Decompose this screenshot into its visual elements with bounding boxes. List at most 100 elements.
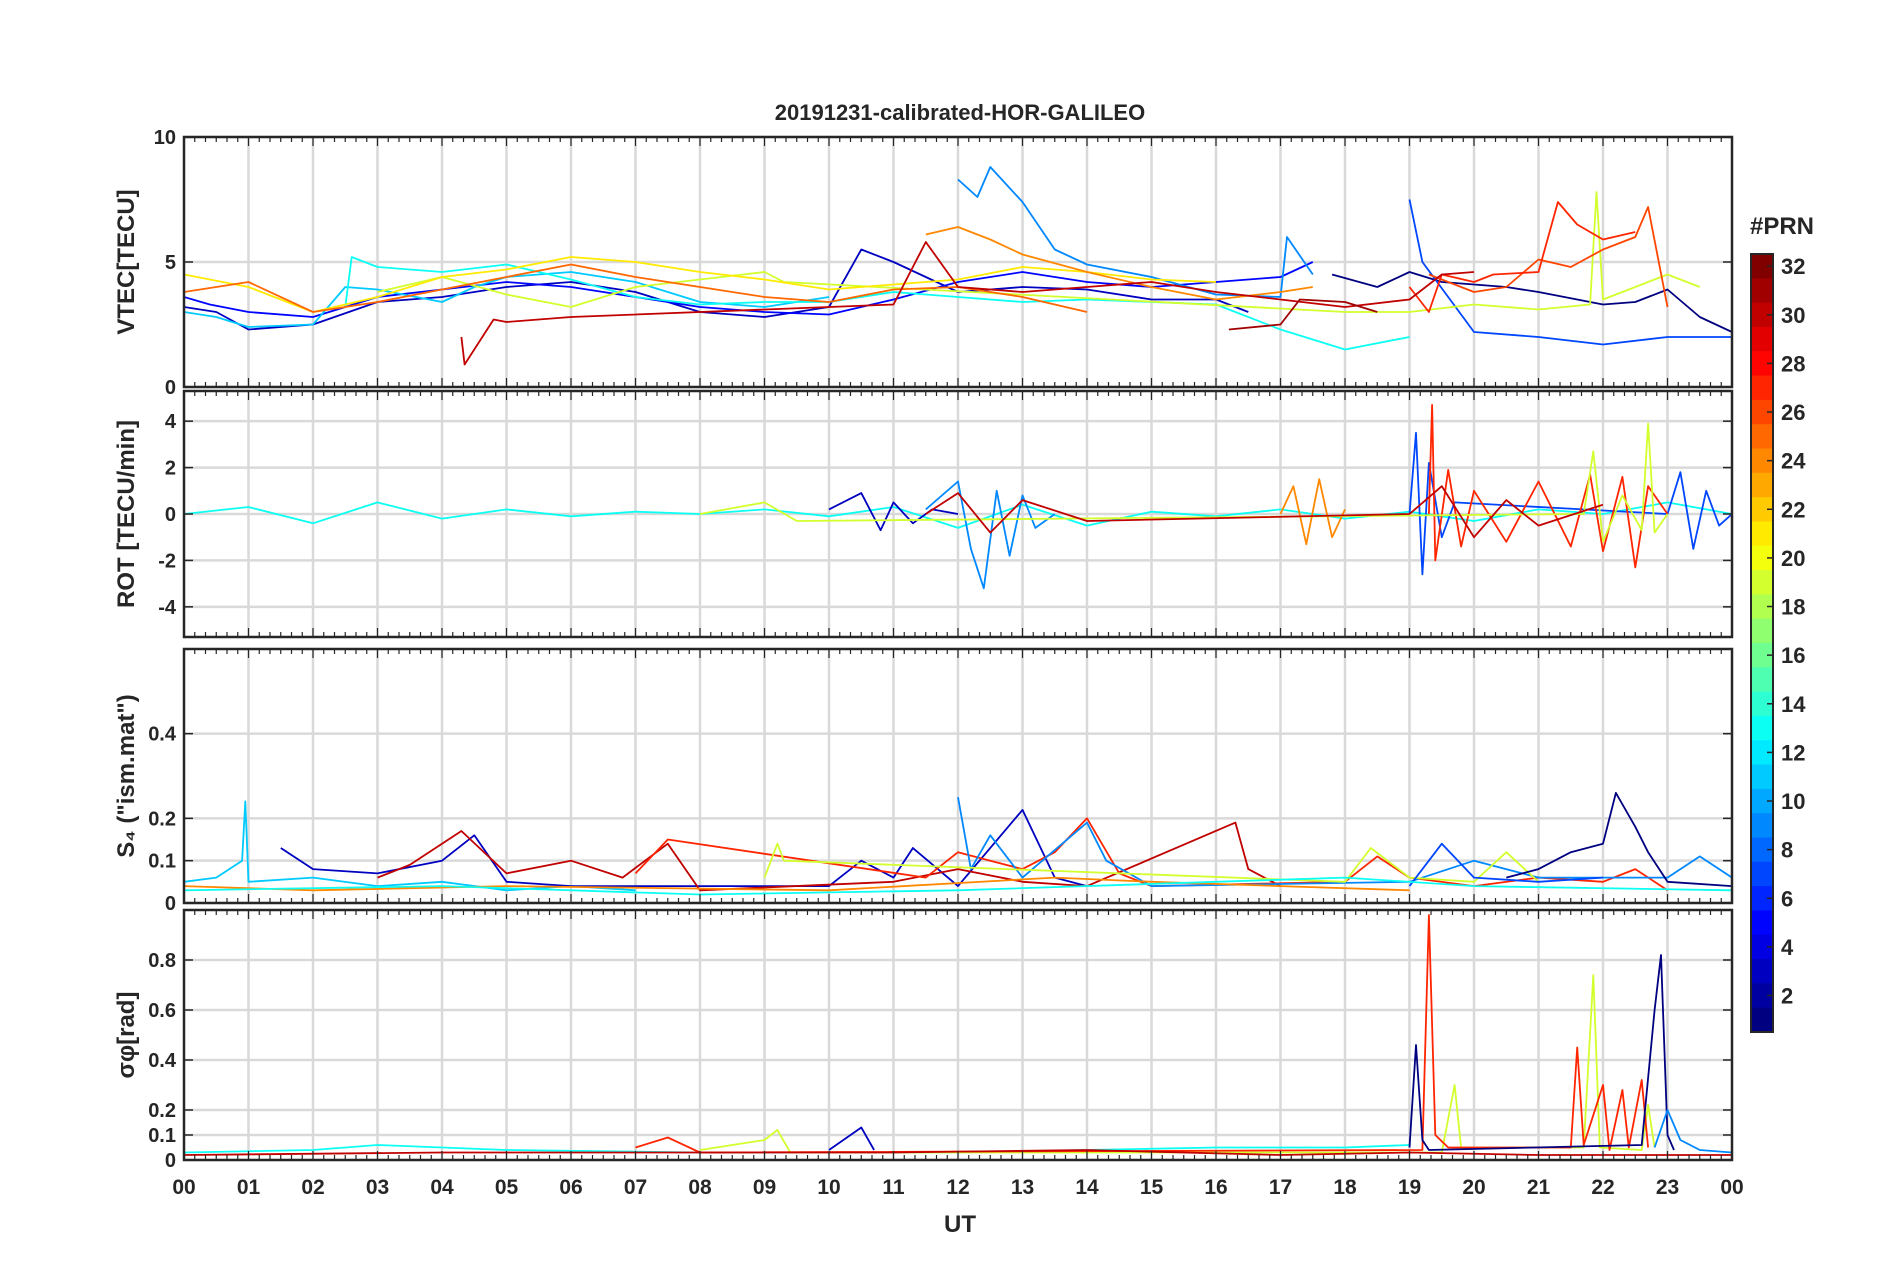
colorbar-segment	[1751, 375, 1773, 401]
colorbar-segment	[1751, 254, 1773, 279]
y-tick-label: 0	[165, 1150, 176, 1172]
y-tick-label: -2	[158, 550, 176, 572]
panel-sigma: 0 0.1 0.2 0.4 0.6 0.8 σφ[rad]	[113, 908, 1734, 1172]
y-tick-label: 0.1	[148, 851, 176, 873]
series-line-prn-19	[699, 422, 1669, 543]
colorbar-tick-label: 10	[1781, 789, 1805, 814]
series-line-prn-30	[460, 241, 1475, 366]
colorbar-segment	[1751, 497, 1773, 523]
colorbar-tick-label: 14	[1781, 692, 1806, 717]
colorbar-segment	[1751, 326, 1773, 352]
series-line-prn-30	[925, 485, 1604, 539]
series-line-prn-9	[1653, 1109, 1732, 1154]
colorbar-tick-label: 30	[1781, 303, 1805, 328]
axes-frame	[182, 647, 1734, 905]
x-tick-label: 04	[430, 1176, 454, 1199]
series-line-prn-27	[1428, 403, 1669, 569]
colorbar-tick-label: 28	[1781, 351, 1805, 376]
x-tick-label: 16	[1204, 1176, 1227, 1199]
x-tick-label: 14	[1075, 1176, 1099, 1199]
x-tick-label: 05	[495, 1176, 519, 1199]
colorbar-segment	[1751, 351, 1773, 377]
colorbar-tick-label: 26	[1781, 400, 1805, 425]
y-tick-label: 10	[154, 127, 176, 149]
y-tick-label: 0.2	[148, 1100, 176, 1122]
x-tick-label: 17	[1269, 1176, 1292, 1199]
series-line-prn-26	[1428, 206, 1669, 308]
series-line-prn-30	[184, 1149, 1732, 1156]
x-tick-label: 19	[1398, 1176, 1421, 1199]
x-tick-label: 00	[1720, 1176, 1743, 1199]
y-tick-label: 0.6	[148, 1000, 176, 1022]
colorbar-segment	[1751, 643, 1773, 668]
colorbar-segment	[1751, 788, 1773, 814]
series-line-prn-24	[184, 876, 1410, 892]
series-line-prn-1	[1408, 954, 1675, 1151]
axes-frame	[182, 908, 1734, 1162]
series-line-prn-24	[925, 226, 1313, 301]
series-line-prn-21	[184, 256, 1217, 313]
x-tick-label: 22	[1591, 1176, 1614, 1199]
x-tick-label: 23	[1656, 1176, 1679, 1199]
colorbar-segment	[1751, 715, 1773, 741]
series-line-prn-1	[1506, 792, 1732, 887]
panel-rot: -4 -2 0 2 4 ROT [TECU/min]	[113, 389, 1734, 639]
series-line-prn-5	[184, 261, 1314, 318]
colorbar-segment	[1751, 521, 1773, 547]
x-tick-label: 18	[1333, 1176, 1357, 1199]
series-line-prn-13	[184, 876, 1732, 896]
x-tick-label: 08	[688, 1176, 712, 1199]
colorbar-segment	[1751, 934, 1773, 960]
series-line-prn-3	[184, 248, 1249, 331]
y-tick-label: 0	[165, 377, 176, 399]
x-tick-label: 15	[1140, 1176, 1164, 1199]
colorbar-segment	[1751, 837, 1773, 863]
series-line-prn-7	[1408, 199, 1732, 346]
colorbar-tick-label: 24	[1781, 449, 1806, 474]
colorbar-tick-label: 8	[1781, 838, 1793, 863]
y-tick-label: 0	[165, 504, 176, 526]
colorbar-segment	[1751, 618, 1773, 644]
series-line-prn-9	[925, 480, 1056, 590]
x-tick-label: 13	[1011, 1176, 1034, 1199]
series-line-prn-3	[828, 1126, 875, 1151]
colorbar-segment	[1751, 472, 1773, 498]
colorbar-segment	[1751, 594, 1773, 620]
x-tick-label: 09	[753, 1176, 776, 1199]
y-tick-label: 2	[165, 458, 176, 480]
x-tick-labels: 00 01 02 03 04 05 06 07 08 09 10 11 12 13 14 15 16 17 18 19…	[172, 1176, 1743, 1199]
y-tick-label: 0.4	[148, 724, 177, 746]
colorbar-segment	[1751, 959, 1773, 984]
colorbar-segment	[1751, 740, 1773, 766]
y-axis-label: ROT [TECU/min]	[113, 420, 140, 608]
y-tick-label: 0	[165, 893, 176, 915]
series-line-prn-7	[1408, 431, 1732, 576]
colorbar-tick-label: 12	[1781, 740, 1805, 765]
series-group	[184, 403, 1732, 590]
x-tick-label: 02	[301, 1176, 324, 1199]
series-group	[184, 792, 1732, 896]
colorbar-segment	[1751, 1007, 1773, 1033]
colorbar-tick-label: 22	[1781, 497, 1805, 522]
colorbar-segment	[1751, 545, 1773, 571]
colorbar-segment	[1751, 886, 1773, 912]
panel-vtec: 0 5 10 VTEC[TECU]	[113, 127, 1734, 399]
colorbar-segment	[1751, 764, 1773, 790]
series-line-prn-19	[763, 842, 1540, 883]
y-axis-label: VTEC[TECU]	[113, 189, 140, 334]
x-tick-label: 06	[559, 1176, 582, 1199]
axes-frame	[182, 135, 1734, 389]
colorbar-frame	[1750, 253, 1774, 1033]
colorbar-segment	[1751, 424, 1773, 450]
series-line-prn-9	[957, 166, 1314, 298]
series-line-prn-27	[1408, 201, 1636, 313]
panel-s4: 0 0.1 0.2 0.4 S₄ ("ism.mat")	[113, 647, 1734, 915]
y-tick-label: 4	[165, 411, 177, 433]
y-tick-label: 0.2	[148, 808, 176, 830]
series-line-prn-1	[1331, 271, 1732, 333]
colorbar-tick-label: 20	[1781, 546, 1805, 571]
colorbar-tick-label: 4	[1781, 935, 1794, 960]
colorbar-tick-label: 6	[1781, 886, 1793, 911]
colorbar-segment	[1751, 861, 1773, 887]
